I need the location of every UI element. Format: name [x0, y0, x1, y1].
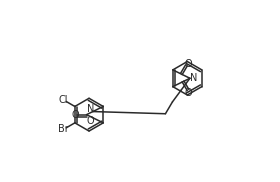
- Text: O: O: [185, 88, 192, 98]
- Text: N: N: [87, 104, 94, 114]
- Text: Cl: Cl: [59, 95, 68, 105]
- Text: Br: Br: [58, 124, 69, 134]
- Text: O: O: [86, 116, 94, 126]
- Text: O: O: [185, 59, 192, 69]
- Text: O: O: [71, 110, 79, 120]
- Text: N: N: [190, 73, 198, 83]
